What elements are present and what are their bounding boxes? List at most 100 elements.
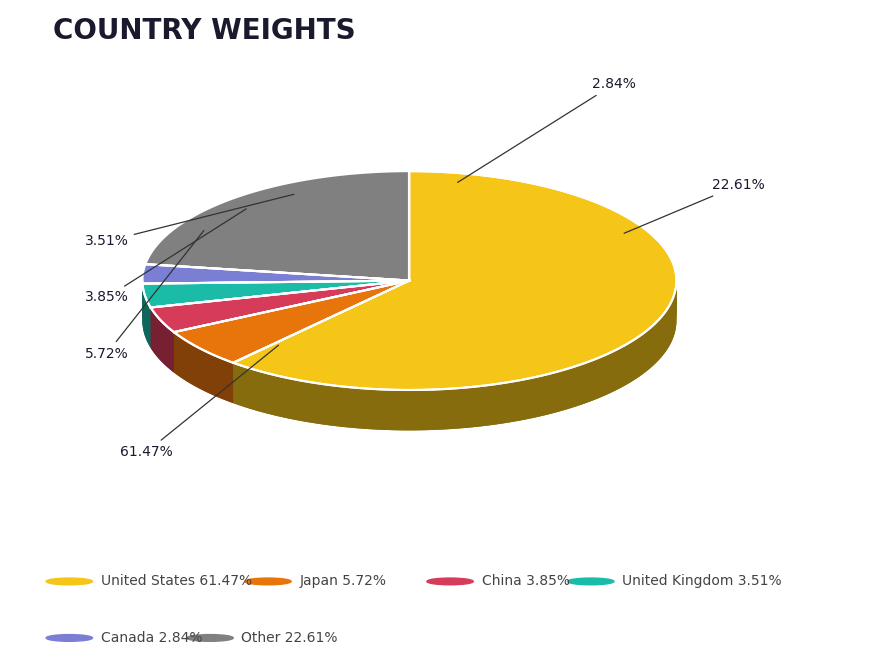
Polygon shape	[150, 307, 174, 339]
Polygon shape	[233, 281, 676, 428]
Polygon shape	[150, 307, 174, 361]
Polygon shape	[142, 264, 409, 284]
Polygon shape	[142, 284, 150, 310]
Polygon shape	[174, 321, 409, 403]
Polygon shape	[142, 284, 150, 321]
Polygon shape	[142, 284, 150, 332]
Polygon shape	[174, 332, 233, 383]
Polygon shape	[142, 284, 150, 312]
Polygon shape	[142, 284, 150, 337]
Circle shape	[187, 635, 233, 641]
Polygon shape	[174, 332, 233, 372]
Text: 2.84%: 2.84%	[457, 77, 636, 182]
Polygon shape	[150, 307, 174, 345]
Polygon shape	[142, 284, 150, 345]
Polygon shape	[150, 307, 174, 368]
Polygon shape	[150, 307, 174, 350]
Circle shape	[46, 578, 93, 584]
Polygon shape	[174, 332, 233, 374]
Polygon shape	[174, 332, 233, 381]
Polygon shape	[233, 281, 676, 419]
Polygon shape	[174, 332, 233, 389]
Polygon shape	[233, 281, 676, 399]
Polygon shape	[174, 332, 233, 394]
Polygon shape	[150, 307, 174, 352]
Polygon shape	[150, 307, 174, 355]
Polygon shape	[233, 281, 676, 417]
Polygon shape	[142, 284, 150, 325]
Polygon shape	[233, 171, 676, 390]
Text: United States 61.47%: United States 61.47%	[101, 574, 252, 589]
Polygon shape	[142, 284, 150, 339]
Polygon shape	[174, 332, 233, 392]
Polygon shape	[142, 284, 150, 335]
Polygon shape	[174, 332, 233, 379]
Circle shape	[568, 578, 614, 584]
Polygon shape	[174, 332, 233, 396]
Circle shape	[427, 578, 473, 584]
Polygon shape	[150, 307, 174, 357]
Text: 22.61%: 22.61%	[624, 178, 765, 233]
Text: Canada 2.84%: Canada 2.84%	[101, 631, 202, 645]
Polygon shape	[174, 332, 233, 365]
Text: 61.47%: 61.47%	[120, 345, 279, 459]
Polygon shape	[174, 332, 233, 376]
Polygon shape	[142, 284, 150, 314]
Polygon shape	[233, 281, 676, 430]
Polygon shape	[142, 284, 150, 330]
Polygon shape	[233, 281, 676, 395]
Polygon shape	[233, 281, 676, 424]
Polygon shape	[174, 332, 233, 387]
Polygon shape	[174, 332, 233, 367]
Polygon shape	[142, 321, 409, 324]
Polygon shape	[233, 281, 676, 422]
Polygon shape	[174, 332, 233, 369]
Polygon shape	[150, 307, 174, 370]
Text: China 3.85%: China 3.85%	[481, 574, 570, 589]
Text: United Kingdom 3.51%: United Kingdom 3.51%	[622, 574, 781, 589]
Polygon shape	[150, 307, 174, 373]
Polygon shape	[233, 281, 676, 412]
Polygon shape	[150, 307, 174, 337]
Text: 5.72%: 5.72%	[85, 230, 204, 361]
Polygon shape	[233, 321, 676, 430]
Polygon shape	[142, 284, 150, 348]
Circle shape	[245, 578, 291, 584]
Polygon shape	[145, 171, 409, 281]
Polygon shape	[150, 307, 174, 359]
Polygon shape	[233, 281, 676, 405]
Polygon shape	[142, 284, 150, 319]
Polygon shape	[150, 307, 174, 366]
Polygon shape	[150, 321, 409, 373]
Text: Other 22.61%: Other 22.61%	[241, 631, 338, 645]
Polygon shape	[233, 281, 676, 415]
Polygon shape	[150, 307, 174, 363]
Circle shape	[46, 635, 93, 641]
Polygon shape	[174, 332, 233, 399]
Polygon shape	[233, 281, 676, 392]
Polygon shape	[150, 281, 409, 332]
Polygon shape	[233, 281, 676, 408]
Polygon shape	[233, 281, 676, 401]
Polygon shape	[150, 307, 174, 348]
Polygon shape	[174, 332, 233, 403]
Polygon shape	[174, 332, 233, 401]
Polygon shape	[142, 284, 150, 323]
Text: Japan 5.72%: Japan 5.72%	[299, 574, 386, 589]
Polygon shape	[150, 307, 174, 341]
Polygon shape	[142, 284, 150, 341]
Text: COUNTRY WEIGHTS: COUNTRY WEIGHTS	[53, 17, 356, 45]
Polygon shape	[150, 307, 174, 335]
Text: 3.85%: 3.85%	[85, 209, 247, 305]
Polygon shape	[142, 284, 150, 343]
Polygon shape	[142, 284, 150, 317]
Polygon shape	[233, 281, 676, 403]
Polygon shape	[233, 281, 676, 397]
Polygon shape	[142, 284, 150, 328]
Polygon shape	[150, 307, 174, 343]
Polygon shape	[174, 332, 233, 385]
Polygon shape	[142, 321, 409, 348]
Polygon shape	[233, 281, 676, 426]
Polygon shape	[142, 281, 409, 307]
Text: 3.51%: 3.51%	[85, 194, 294, 248]
